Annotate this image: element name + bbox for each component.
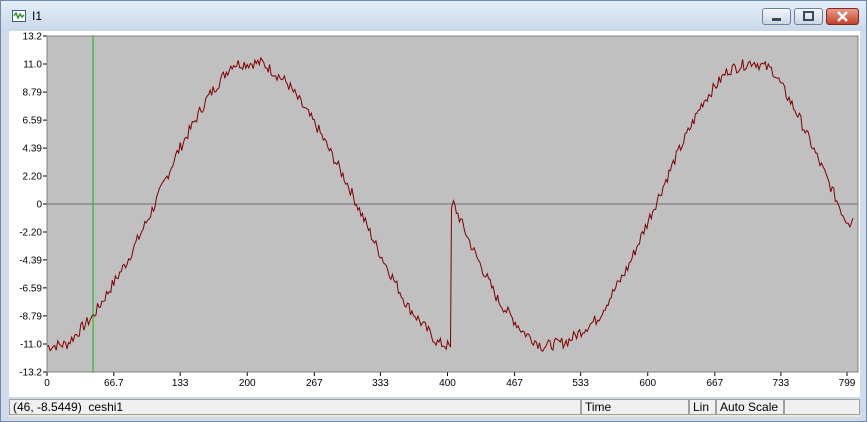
status-extra-cell [784,399,860,415]
y-tick-label: 0 [36,200,42,211]
y-tick-label: -11.0 [20,340,42,351]
maximize-button[interactable] [794,8,823,25]
y-tick-label: 2.20 [23,172,43,183]
minimize-button[interactable] [762,8,791,25]
x-tick-label: 267 [306,378,323,389]
y-tick-label: 6.59 [23,116,43,127]
x-tick-label: 467 [506,378,523,389]
x-tick-label: 66.7 [104,378,124,389]
x-tick-label: 533 [572,378,589,389]
x-tick-label: 600 [639,378,656,389]
y-tick-label: 13.2 [23,32,43,43]
plot-frame: 13.2 11.0 8.79 6.59 4.39 2.20 0 -2.20 -4.39 -6.59… [9,31,860,397]
channel-name: ceshi1 [88,400,124,414]
close-button[interactable] [826,8,859,25]
y-tick-label: 11.0 [23,60,42,71]
close-icon [837,11,848,22]
status-bar: (46, -8.5449) ceshi1 Time Lin Auto Scale [9,399,860,417]
y-tick-label: -13.2 [19,368,42,379]
cursor-readout-cell: (46, -8.5449) ceshi1 [9,399,581,415]
x-tick-label: 667 [706,378,723,389]
x-tick-label: 400 [439,378,456,389]
series-line [46,56,854,353]
scale-mode[interactable]: Auto Scale [716,399,784,415]
waveform-icon [12,10,26,22]
x-tick-label: 333 [372,378,389,389]
cursor-readout: (46, -8.5449) [13,400,82,414]
x-tick-label: 133 [172,378,189,389]
window-title: I1 [32,9,43,23]
x-axis-mode[interactable]: Time [581,399,689,415]
y-tick-label: -2.20 [19,228,42,239]
maximize-icon [803,11,814,21]
scale-type[interactable]: Lin [689,399,716,415]
y-tick-label: 8.79 [23,88,43,99]
x-tick-label: 0 [44,378,50,389]
y-tick-label: 4.39 [23,144,43,155]
waveform-chart[interactable]: 13.2 11.0 8.79 6.59 4.39 2.20 0 -2.20 -4.39 -6.59… [9,31,860,397]
y-tick-label: -8.79 [19,311,42,322]
x-tick-label: 733 [773,378,790,389]
plot-border [46,35,859,373]
minimize-icon [772,18,781,21]
y-tick-label: -4.39 [19,255,42,266]
x-tick-label: 799 [839,378,856,389]
y-tick-label: -6.59 [19,283,42,294]
title-bar[interactable]: I1 [1,1,866,31]
x-tick-label: 200 [239,378,256,389]
